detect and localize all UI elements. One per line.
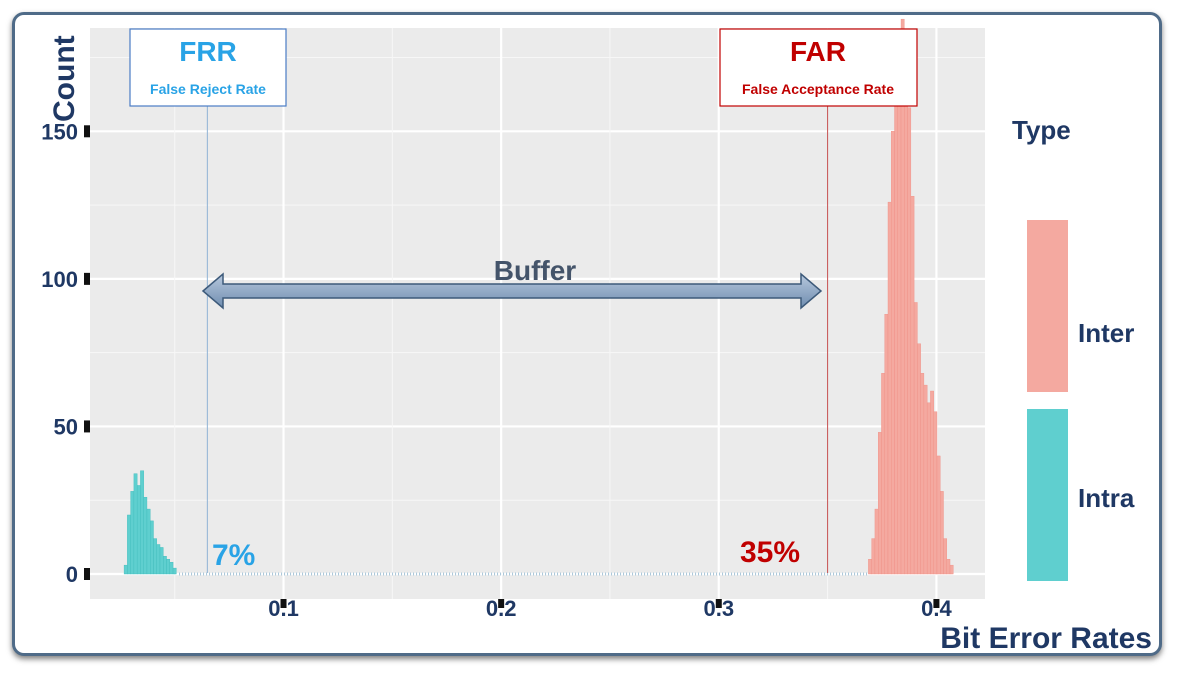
y-axis-label: Count bbox=[48, 35, 81, 122]
legend: Inter Intra bbox=[1027, 220, 1135, 581]
bar-inter bbox=[926, 402, 931, 575]
bar-intra bbox=[136, 485, 141, 575]
bar-inter bbox=[894, 77, 898, 575]
y-tick-label: 100 bbox=[41, 267, 78, 292]
legend-key-intra bbox=[1027, 409, 1068, 581]
x-tick-label: 0.2 bbox=[486, 596, 517, 621]
bar-inter bbox=[933, 411, 938, 575]
x-tick-mark bbox=[498, 599, 505, 608]
bar-intra bbox=[169, 561, 174, 575]
far-title: FAR bbox=[790, 36, 846, 67]
bar-inter bbox=[887, 201, 892, 575]
bar-inter bbox=[877, 432, 882, 575]
histogram-bars bbox=[123, 18, 954, 575]
frr-subtitle: False Reject Rate bbox=[150, 81, 266, 97]
x-tick-mark bbox=[933, 599, 940, 608]
far-box bbox=[719, 28, 918, 107]
bar-inter bbox=[884, 314, 889, 575]
axis-ticks: 0 50 100 150 0.1 0.2 0.3 0.4 bbox=[41, 119, 952, 621]
legend-title: Type bbox=[1012, 115, 1071, 145]
frr-value: 7% bbox=[212, 539, 255, 572]
buffer-double-arrow bbox=[201, 272, 823, 310]
far-value: 35% bbox=[740, 536, 800, 569]
y-tick-label: 0 bbox=[66, 562, 78, 587]
bar-inter bbox=[881, 373, 885, 575]
x-tick-mark bbox=[715, 599, 722, 608]
bar-intra bbox=[153, 538, 157, 575]
far-subtitle: False Acceptance Rate bbox=[742, 81, 894, 97]
bar-intra bbox=[130, 491, 135, 575]
bar-inter bbox=[940, 491, 944, 575]
legend-label-inter: Inter bbox=[1078, 318, 1134, 348]
bar-intra bbox=[143, 497, 148, 575]
annotations: FRR False Reject Rate FAR False Acceptance … bbox=[129, 28, 918, 573]
bar-intra bbox=[163, 556, 167, 575]
bar-intra bbox=[156, 544, 161, 575]
bar-inter bbox=[868, 559, 872, 575]
bar-intra bbox=[146, 508, 151, 575]
bar-inter bbox=[910, 196, 915, 575]
buffer-label: Buffer bbox=[494, 255, 577, 286]
frr-title: FRR bbox=[179, 36, 237, 67]
y-tick-mark bbox=[84, 568, 90, 580]
frr-box bbox=[129, 28, 287, 107]
bar-intra bbox=[166, 559, 171, 575]
x-tick-mark bbox=[280, 599, 287, 608]
bar-intra bbox=[140, 470, 144, 575]
y-tick-mark bbox=[84, 420, 90, 433]
y-tick-label: 50 bbox=[54, 414, 78, 439]
bar-inter bbox=[936, 455, 941, 575]
bar-inter bbox=[917, 343, 921, 575]
bar-intra bbox=[123, 564, 128, 575]
bar-inter bbox=[907, 107, 912, 575]
bar-inter bbox=[891, 131, 895, 575]
bar-inter bbox=[920, 373, 925, 575]
bar-inter bbox=[897, 30, 902, 575]
y-tick-mark bbox=[84, 125, 90, 138]
bar-inter bbox=[946, 559, 951, 575]
x-tick-label: 0.1 bbox=[268, 596, 299, 621]
bar-inter bbox=[943, 538, 947, 575]
bar-inter bbox=[871, 538, 876, 575]
x-axis-label: Bit Error Rates bbox=[940, 622, 1152, 655]
plot-panel bbox=[90, 28, 985, 599]
bar-inter bbox=[923, 384, 928, 575]
bar-intra bbox=[127, 514, 131, 575]
x-tick-label: 0.3 bbox=[703, 596, 734, 621]
x-tick-label: 0.4 bbox=[921, 596, 952, 621]
bar-inter bbox=[904, 54, 908, 575]
y-tick-mark bbox=[84, 272, 90, 285]
bar-inter bbox=[874, 508, 879, 575]
legend-key-inter bbox=[1027, 220, 1068, 392]
legend-label-intra: Intra bbox=[1078, 483, 1135, 513]
bar-intra bbox=[159, 547, 164, 575]
bar-intra bbox=[133, 473, 138, 575]
bar-intra bbox=[150, 520, 154, 575]
bar-inter bbox=[913, 302, 918, 575]
bar-intra bbox=[172, 567, 177, 575]
y-tick-label: 150 bbox=[41, 119, 78, 144]
bar-inter bbox=[930, 390, 934, 575]
bar-inter bbox=[949, 564, 954, 575]
